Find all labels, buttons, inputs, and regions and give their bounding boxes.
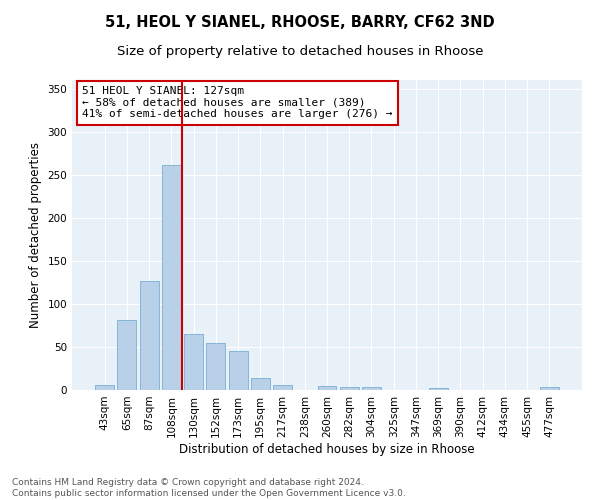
Bar	[429, 388, 448, 390]
Bar	[340, 386, 359, 390]
Bar	[95, 385, 114, 390]
Bar	[206, 342, 225, 390]
Bar	[118, 320, 136, 390]
Bar	[540, 388, 559, 390]
X-axis label: Distribution of detached houses by size in Rhoose: Distribution of detached houses by size …	[179, 442, 475, 456]
Bar	[317, 386, 337, 390]
Text: Size of property relative to detached houses in Rhoose: Size of property relative to detached ho…	[117, 45, 483, 58]
Bar	[362, 386, 381, 390]
Bar	[184, 334, 203, 390]
Bar	[273, 385, 292, 390]
Bar	[140, 280, 158, 390]
Bar	[251, 378, 270, 390]
Bar	[162, 165, 181, 390]
Text: Contains HM Land Registry data © Crown copyright and database right 2024.
Contai: Contains HM Land Registry data © Crown c…	[12, 478, 406, 498]
Bar	[229, 351, 248, 390]
Text: 51, HEOL Y SIANEL, RHOOSE, BARRY, CF62 3ND: 51, HEOL Y SIANEL, RHOOSE, BARRY, CF62 3…	[105, 15, 495, 30]
Text: 51 HEOL Y SIANEL: 127sqm
← 58% of detached houses are smaller (389)
41% of semi-: 51 HEOL Y SIANEL: 127sqm ← 58% of detach…	[82, 86, 392, 120]
Y-axis label: Number of detached properties: Number of detached properties	[29, 142, 42, 328]
